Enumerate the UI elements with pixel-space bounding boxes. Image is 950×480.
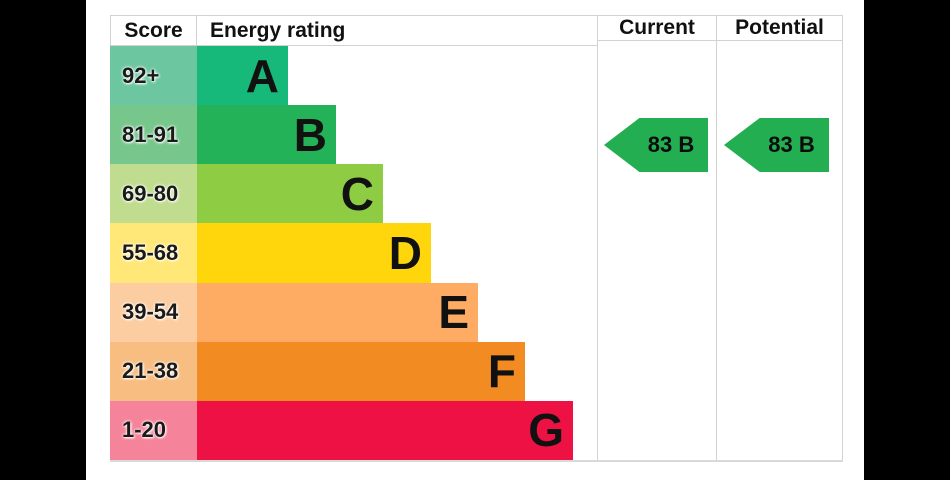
potential-cell: 83 B (717, 41, 842, 460)
rating-bar-e: E (197, 282, 478, 342)
epc-rating-table: Score Energy rating 92+ A 81-91 B 69-80 C 55-6… (110, 15, 843, 462)
rating-row-c: 69-80 C (110, 164, 597, 224)
epc-chart-panel: Score Energy rating 92+ A 81-91 B 69-80 C 55-6… (86, 0, 864, 480)
rating-row-f: 21-38 F (110, 341, 597, 401)
potential-column: Potential 83 B (716, 15, 843, 460)
score-band-label: 81-91 (110, 105, 197, 165)
current-column: Current 83 B (597, 15, 716, 460)
bar-track: F (197, 341, 597, 401)
rating-row-g: 1-20 G (110, 400, 597, 460)
score-band-label: 39-54 (110, 282, 197, 342)
score-band-label: 69-80 (110, 164, 197, 224)
bar-track: A (197, 46, 597, 106)
bar-track: D (197, 223, 597, 283)
rating-bar-a: A (197, 46, 288, 106)
bar-track: C (197, 164, 597, 224)
header-current: Current (598, 15, 716, 41)
rating-bar-f: F (197, 341, 525, 401)
rating-bar-g: G (197, 400, 573, 460)
bar-track: G (197, 400, 597, 460)
rating-row-d: 55-68 D (110, 223, 597, 283)
header-energy-rating: Energy rating (197, 15, 597, 46)
score-band-label: 92+ (110, 46, 197, 106)
rating-row-e: 39-54 E (110, 282, 597, 342)
potential-rating-arrow: 83 B (724, 118, 829, 172)
rating-main-column: Score Energy rating 92+ A 81-91 B 69-80 C 55-6… (110, 15, 597, 460)
header-potential: Potential (717, 15, 842, 41)
bar-track: E (197, 282, 597, 342)
score-band-label: 21-38 (110, 341, 197, 401)
rating-rows: 92+ A 81-91 B 69-80 C 55-68 D 39-54 E 21-38 F 1-20 G (110, 46, 597, 460)
table-header-row: Score Energy rating (110, 15, 597, 46)
header-score: Score (110, 15, 197, 46)
score-band-label: 1-20 (110, 400, 197, 460)
current-cell: 83 B (598, 41, 716, 460)
rating-bar-c: C (197, 164, 383, 224)
score-band-label: 55-68 (110, 223, 197, 283)
rating-bar-d: D (197, 223, 431, 283)
current-rating-arrow: 83 B (604, 118, 708, 172)
rating-row-b: 81-91 B (110, 105, 597, 165)
rating-row-a: 92+ A (110, 46, 597, 106)
rating-bar-b: B (197, 105, 336, 165)
bar-track: B (197, 105, 597, 165)
